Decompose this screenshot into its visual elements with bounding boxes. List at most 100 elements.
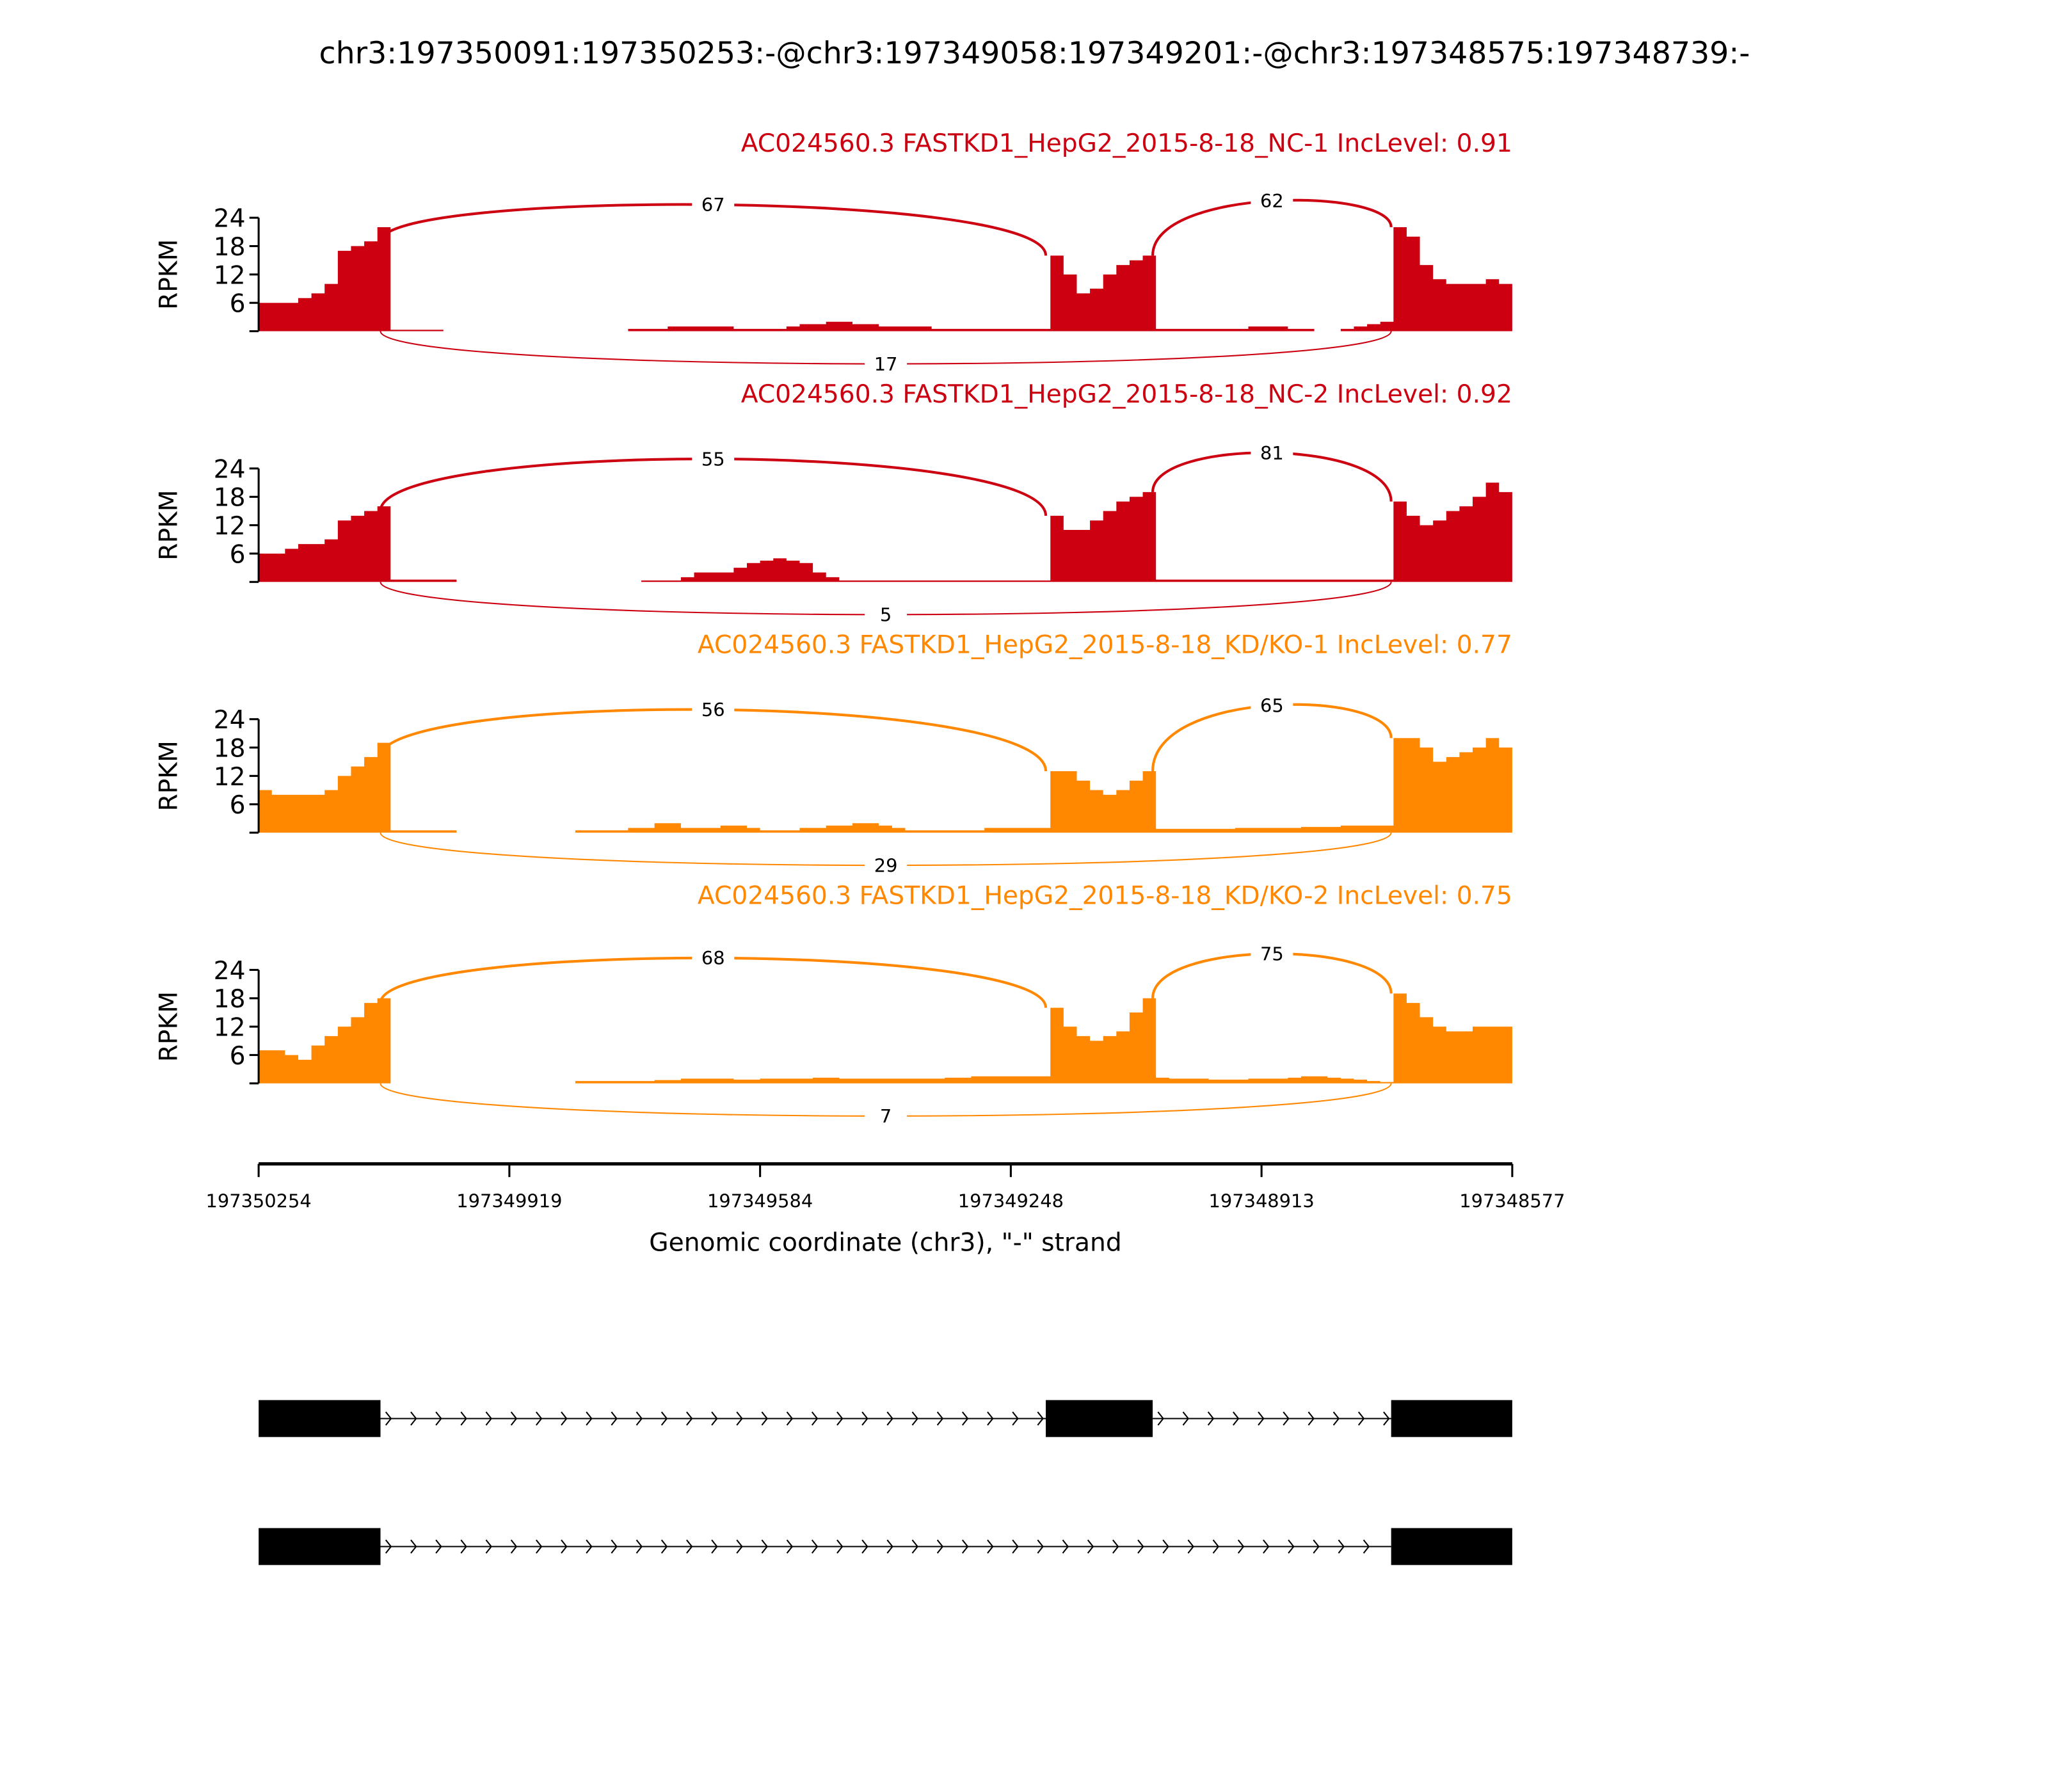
strand-chevron-icon [861, 1411, 868, 1426]
junction-label-bg [692, 447, 735, 471]
sample-title: AC024560.3 FASTKD1_HepG2_2015-8-18_KD/KO… [698, 631, 1512, 660]
strand-chevron-icon [1012, 1539, 1019, 1554]
junction-count: 17 [874, 353, 898, 375]
coverage-area [259, 993, 1512, 1084]
coverage-area [259, 227, 1512, 332]
x-tick-label: 197348577 [1459, 1190, 1565, 1212]
strand-chevron-icon [510, 1539, 518, 1554]
strand-chevron-icon [385, 1539, 392, 1554]
strand-chevron-icon [435, 1539, 442, 1554]
strand-chevron-icon [736, 1539, 743, 1554]
y-tick-label: 18 [214, 734, 246, 763]
strand-chevron-icon [786, 1411, 794, 1426]
strand-chevron-icon [510, 1411, 518, 1426]
strand-chevron-icon [786, 1539, 794, 1554]
strand-chevron-icon [410, 1411, 417, 1426]
strand-chevron-icon [736, 1411, 743, 1426]
junction-count: 68 [701, 947, 725, 969]
junction-label-bg [865, 352, 908, 376]
strand-chevron-icon [1037, 1539, 1044, 1554]
strand-chevron-icon [385, 1411, 392, 1426]
strand-chevron-icon [1062, 1539, 1069, 1554]
y-tick-label: 18 [214, 484, 246, 513]
y-axis-label: RPKM [154, 490, 183, 560]
strand-chevron-icon [1207, 1411, 1215, 1426]
junction-count: 29 [874, 854, 898, 876]
strand-chevron-icon [485, 1539, 493, 1554]
strand-chevron-icon [586, 1539, 593, 1554]
y-tick-label: 24 [214, 455, 246, 484]
strand-chevron-icon [485, 1411, 493, 1426]
isoform-track [259, 1528, 1512, 1565]
x-axis-label: Genomic coordinate (chr3), "-" strand [649, 1229, 1121, 1258]
isoform-track [259, 1400, 1512, 1437]
exon-block [259, 1528, 381, 1565]
strand-chevron-icon [1258, 1411, 1265, 1426]
y-tick-label: 12 [214, 261, 246, 290]
x-tick-label: 197349584 [707, 1190, 813, 1212]
strand-chevron-icon [460, 1539, 467, 1554]
strand-chevron-icon [1087, 1539, 1094, 1554]
gene-models [259, 1400, 1512, 1565]
y-tick-label: 6 [230, 791, 246, 820]
x-tick-label: 197349919 [456, 1190, 562, 1212]
x-tick-label: 197349248 [958, 1190, 1064, 1212]
strand-chevron-icon [1357, 1411, 1365, 1426]
y-tick-label: 6 [230, 1042, 246, 1071]
junction-label-bg [1251, 941, 1293, 966]
strand-chevron-icon [611, 1411, 618, 1426]
sample-title: AC024560.3 FASTKD1_HepG2_2015-8-18_NC-1 … [741, 129, 1512, 158]
x-axis: 197350254 197349919 197349584 197349248 1973… [205, 1162, 1565, 1212]
y-tick-label: 24 [214, 706, 246, 735]
junction-label-bg [865, 1104, 908, 1128]
strand-chevron-icon [435, 1411, 442, 1426]
strand-chevron-icon [1283, 1411, 1290, 1426]
strand-chevron-icon [936, 1539, 944, 1554]
junction-label-bg [1251, 693, 1293, 717]
strand-chevron-icon [987, 1411, 994, 1426]
strand-chevron-icon [1182, 1411, 1190, 1426]
strand-chevron-icon [811, 1539, 819, 1554]
junction-count: 5 [880, 604, 892, 626]
strand-chevron-icon [1308, 1411, 1315, 1426]
strand-chevron-icon [1012, 1411, 1019, 1426]
x-tick-label: 197348913 [1209, 1190, 1315, 1212]
junction-count: 67 [701, 194, 725, 216]
y-axis-label: RPKM [154, 239, 183, 310]
strand-chevron-icon [836, 1411, 844, 1426]
strand-chevron-icon [611, 1539, 618, 1554]
y-tick-label: 18 [214, 233, 246, 262]
strand-chevron-icon [936, 1411, 944, 1426]
strand-chevron-icon [1288, 1539, 1295, 1554]
strand-chevron-icon [460, 1411, 467, 1426]
junction-count: 62 [1260, 190, 1284, 212]
y-axis-label: RPKM [154, 991, 183, 1062]
strand-chevron-icon [1162, 1539, 1169, 1554]
strand-chevron-icon [711, 1539, 718, 1554]
strand-chevron-icon [911, 1411, 919, 1426]
y-tick-label: 24 [214, 205, 246, 234]
strand-chevron-icon [586, 1411, 593, 1426]
exon-block [1391, 1528, 1512, 1565]
junction-count: 81 [1260, 442, 1284, 464]
junction-count: 56 [701, 699, 725, 721]
strand-chevron-icon [1263, 1539, 1270, 1554]
strand-chevron-icon [711, 1411, 718, 1426]
strand-chevron-icon [536, 1539, 543, 1554]
junction-label-bg [692, 946, 735, 970]
strand-chevron-icon [660, 1539, 668, 1554]
strand-chevron-icon [1332, 1411, 1340, 1426]
strand-chevron-icon [836, 1539, 844, 1554]
y-tick-label: 6 [230, 290, 246, 319]
strand-chevron-icon [1233, 1411, 1240, 1426]
strand-chevron-icon [1237, 1539, 1245, 1554]
strand-chevron-icon [886, 1411, 893, 1426]
junction-count: 65 [1260, 694, 1284, 716]
strand-chevron-icon [1313, 1539, 1320, 1554]
coverage-area [259, 483, 1512, 582]
